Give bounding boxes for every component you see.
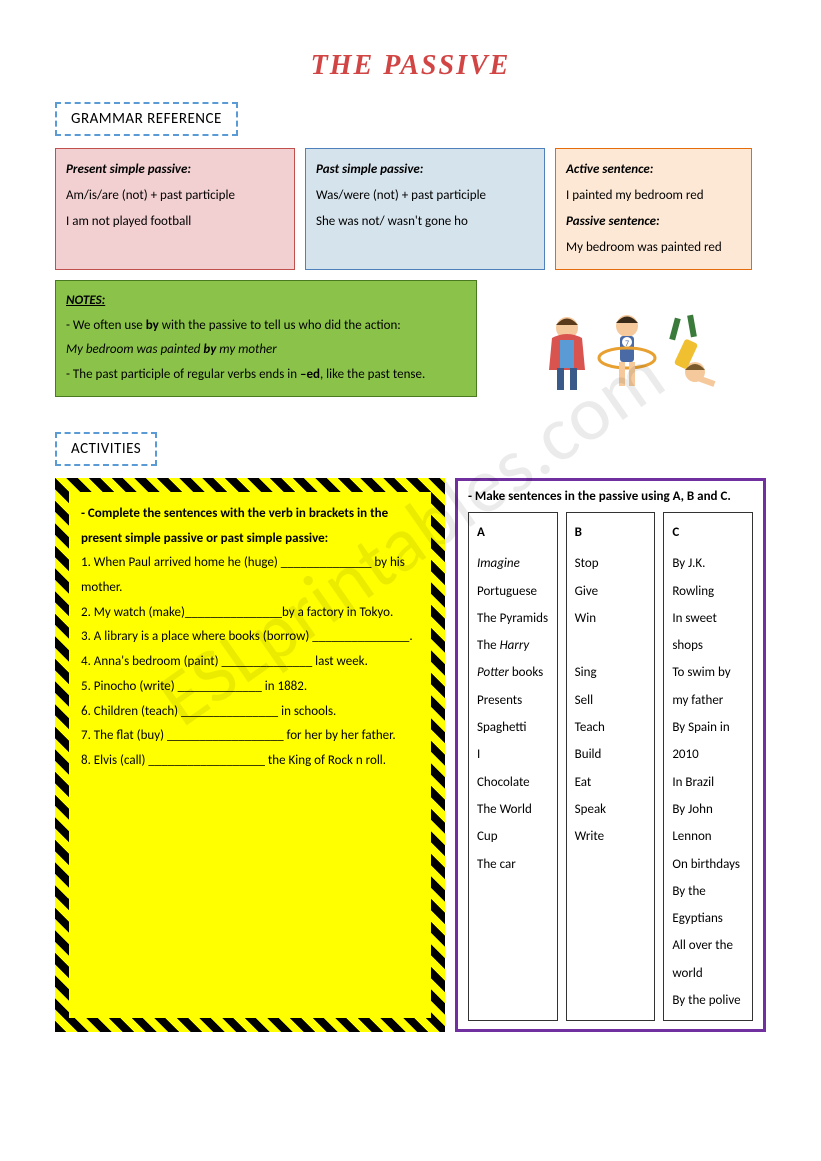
col-c-item: In sweet shops bbox=[672, 605, 744, 660]
col-b-item: Stop bbox=[575, 550, 647, 577]
col-c-item: By the Egyptians bbox=[672, 878, 744, 933]
col-a-item: Portuguese bbox=[477, 578, 549, 605]
kids-svg: 7 bbox=[527, 300, 727, 410]
present-simple-box: Present simple passive: Am/is/are (not) … bbox=[55, 148, 295, 270]
active-line: I painted my bedroom red bbox=[566, 183, 741, 209]
q3: 3. A library is a place where books (bor… bbox=[81, 625, 419, 650]
activities-label: ACTIVITIES bbox=[55, 432, 157, 466]
col-b-item: Sell bbox=[575, 687, 647, 714]
complete-sentences-box: - Complete the sentences with the verb i… bbox=[55, 478, 445, 1032]
col-a-item: The World Cup bbox=[477, 796, 549, 851]
col-a-item: Presents bbox=[477, 687, 549, 714]
notes-example: My bedroom was painted by my mother bbox=[66, 338, 466, 363]
col-b-item: Eat bbox=[575, 769, 647, 796]
notes-line3: - The past participle of regular verbs e… bbox=[66, 363, 466, 388]
yellow-instr: - Complete the sentences with the verb i… bbox=[81, 502, 419, 551]
q1: 1. When Paul arrived home he (huge) ____… bbox=[81, 551, 419, 600]
column-a: A Imagine Portuguese The Pyramids The Ha… bbox=[468, 512, 558, 1021]
q6: 6. Children (teach) _______________ in s… bbox=[81, 700, 419, 725]
past-heading: Past simple passive: bbox=[316, 162, 423, 177]
active-heading: Active sentence: bbox=[566, 162, 653, 177]
col-c-item: By Spain in 2010 bbox=[672, 714, 744, 769]
make-sentences-box: - Make sentences in the passive using A,… bbox=[455, 478, 766, 1032]
present-heading: Present simple passive: bbox=[66, 162, 191, 177]
col-b-item bbox=[575, 632, 647, 659]
col-a-item: Chocolate bbox=[477, 769, 549, 796]
tense-boxes-row: Present simple passive: Am/is/are (not) … bbox=[55, 148, 766, 270]
col-a-head: A bbox=[477, 519, 549, 546]
abc-columns: A Imagine Portuguese The Pyramids The Ha… bbox=[468, 512, 753, 1021]
col-c-item: In Brazil bbox=[672, 769, 744, 796]
q2: 2. My watch (make)_______________by a fa… bbox=[81, 601, 419, 626]
col-b-item: Give bbox=[575, 578, 647, 605]
notes-row: NOTES: - We often use by with the passiv… bbox=[55, 280, 766, 410]
notes-line1: - We often use by with the passive to te… bbox=[66, 314, 466, 339]
q4: 4. Anna's bedroom (paint) ______________… bbox=[81, 650, 419, 675]
notes-box: NOTES: - We often use by with the passiv… bbox=[55, 280, 477, 397]
col-c-item: By J.K. Rowling bbox=[672, 550, 744, 605]
col-a-item: The car bbox=[477, 851, 549, 878]
col-b-head: B bbox=[575, 519, 647, 546]
passive-heading: Passive sentence: bbox=[566, 214, 660, 229]
q8: 8. Elvis (call) __________________ the K… bbox=[81, 749, 419, 774]
past-simple-box: Past simple passive: Was/were (not) + pa… bbox=[305, 148, 545, 270]
activities-row: - Complete the sentences with the verb i… bbox=[55, 478, 766, 1032]
q7: 7. The flat (buy) __________________ for… bbox=[81, 724, 419, 749]
children-illustration: 7 bbox=[487, 280, 766, 410]
col-b-item: Win bbox=[575, 605, 647, 632]
col-c-head: C bbox=[672, 519, 744, 546]
notes-label: NOTES: bbox=[66, 293, 105, 308]
col-b-item: Teach bbox=[575, 714, 647, 741]
col-c-item: All over the world bbox=[672, 932, 744, 987]
col-a-item: Imagine bbox=[477, 550, 549, 577]
grammar-reference-label: GRAMMAR REFERENCE bbox=[55, 102, 238, 136]
present-line2: I am not played football bbox=[66, 209, 284, 235]
col-a-item: The Harry Potter books bbox=[477, 632, 549, 687]
col-c-item: To swim by my father bbox=[672, 659, 744, 714]
page-title: THE PASSIVE bbox=[55, 50, 766, 82]
col-b-item: Build bbox=[575, 741, 647, 768]
past-line1: Was/were (not) + past participle bbox=[316, 183, 534, 209]
col-b-item: Sing bbox=[575, 659, 647, 686]
col-c-item: By John Lennon bbox=[672, 796, 744, 851]
col-c-item: On birthdays bbox=[672, 851, 744, 878]
passive-line: My bedroom was painted red bbox=[566, 235, 741, 261]
col-b-item: Write bbox=[575, 823, 647, 850]
col-a-item: Spaghetti bbox=[477, 714, 549, 741]
activities-section: ACTIVITIES - Complete the sentences with… bbox=[55, 432, 766, 1032]
present-line1: Am/is/are (not) + past participle bbox=[66, 183, 284, 209]
column-c: C By J.K. Rowling In sweet shops To swim… bbox=[663, 512, 753, 1021]
column-b: B Stop Give Win Sing Sell Teach Build Ea… bbox=[566, 512, 656, 1021]
q5: 5. Pinocho (write) _____________ in 1882… bbox=[81, 675, 419, 700]
col-a-item: The Pyramids bbox=[477, 605, 549, 632]
past-line2: She was not/ wasn't gone ho bbox=[316, 209, 534, 235]
active-passive-box: Active sentence: I painted my bedroom re… bbox=[555, 148, 752, 270]
col-c-item: By the polive bbox=[672, 987, 744, 1014]
col-a-item: I bbox=[477, 741, 549, 768]
col-b-item: Speak bbox=[575, 796, 647, 823]
purple-instr: - Make sentences in the passive using A,… bbox=[468, 489, 753, 504]
